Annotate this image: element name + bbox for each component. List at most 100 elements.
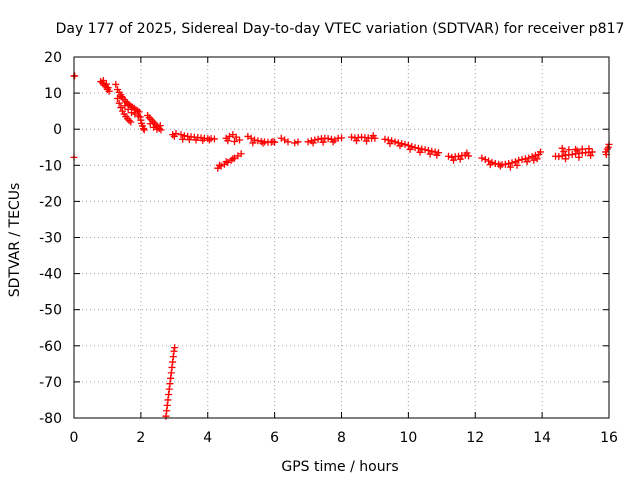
data-point <box>124 105 132 113</box>
data-point <box>117 93 125 101</box>
y-tick-label: -60 <box>39 339 62 355</box>
data-point <box>386 140 394 148</box>
data-point <box>486 161 494 169</box>
data-point <box>137 116 145 124</box>
data-point <box>604 143 612 151</box>
data-point <box>329 138 337 146</box>
data-point <box>102 80 110 88</box>
data-point <box>508 159 516 167</box>
y-tick-label: -70 <box>39 375 62 391</box>
data-point <box>127 118 135 126</box>
data-point <box>588 148 596 156</box>
data-point <box>192 136 200 144</box>
data-point <box>363 137 371 145</box>
data-point <box>231 137 238 145</box>
data-point <box>304 138 312 146</box>
data-point <box>463 149 471 157</box>
data-point <box>294 138 302 146</box>
x-tick-label: 0 <box>70 430 79 446</box>
data-point <box>157 126 165 134</box>
data-point <box>169 353 177 361</box>
data-point <box>170 347 178 355</box>
x-tick-label: 16 <box>600 430 618 446</box>
data-point <box>140 126 148 134</box>
data-point <box>565 146 573 154</box>
data-point <box>533 155 541 163</box>
x-tick-label: 10 <box>399 430 417 446</box>
data-point <box>558 144 566 152</box>
data-point <box>171 344 179 352</box>
data-point <box>112 80 120 88</box>
data-point <box>165 391 173 399</box>
data-point <box>491 159 499 167</box>
data-point <box>511 158 519 166</box>
tick-labels: 0 2 4 6 8 10 12 14 16 20 10 0 -10 -20 -30 -40 -50 -60 -70 -… <box>39 50 618 446</box>
data-point <box>163 407 171 415</box>
data-point <box>585 145 593 153</box>
x-tick-label: 2 <box>136 430 145 446</box>
data-point <box>105 87 113 95</box>
data-point <box>314 135 322 143</box>
data-point <box>136 113 144 121</box>
data-point <box>254 137 262 145</box>
data-point <box>162 412 170 420</box>
data-point <box>523 158 531 166</box>
data-point <box>237 150 245 158</box>
data-point <box>587 152 595 160</box>
data-point <box>168 363 176 371</box>
data-point <box>199 136 207 144</box>
data-point <box>271 138 279 146</box>
data-point <box>416 148 424 156</box>
y-tick-label: 10 <box>44 86 62 102</box>
x-tick-label: 6 <box>270 430 279 446</box>
data-point <box>348 133 356 141</box>
data-point <box>411 144 419 152</box>
data-point <box>572 145 580 153</box>
data-point <box>146 120 154 128</box>
data-point <box>269 137 277 145</box>
y-axis-label: SDTVAR / TECUs <box>7 183 23 298</box>
data-point <box>324 135 332 143</box>
data-point <box>319 138 327 146</box>
data-point <box>236 136 244 144</box>
data-point <box>163 401 171 409</box>
data-point <box>205 136 213 144</box>
data-point <box>445 152 452 160</box>
data-point <box>128 109 136 117</box>
data-point <box>501 160 509 168</box>
data-point <box>528 153 536 161</box>
data-point <box>121 102 129 110</box>
data-point <box>125 117 133 125</box>
data-point <box>167 374 175 382</box>
data-point <box>384 136 392 144</box>
data-point <box>505 159 513 167</box>
data-points <box>70 72 613 420</box>
data-point <box>401 140 409 148</box>
data-point <box>396 142 404 150</box>
data-point <box>210 135 218 143</box>
data-point <box>135 108 143 116</box>
data-point <box>433 151 441 159</box>
gridlines <box>74 57 609 418</box>
data-point <box>165 385 173 393</box>
data-point <box>404 141 412 149</box>
data-point <box>169 358 177 366</box>
data-point <box>481 156 489 164</box>
data-point <box>530 156 538 164</box>
y-tick-label: 0 <box>53 122 62 138</box>
y-tick-label: -10 <box>39 158 62 174</box>
data-point <box>573 147 581 155</box>
data-point <box>166 380 174 388</box>
data-point <box>560 148 568 156</box>
x-tick-label: 8 <box>337 430 346 446</box>
data-point <box>179 135 187 143</box>
data-point <box>575 153 583 161</box>
data-point <box>153 125 161 133</box>
x-tick-label: 12 <box>466 430 484 446</box>
data-point <box>513 161 521 169</box>
data-point <box>177 131 185 139</box>
data-point <box>167 369 175 377</box>
data-point <box>224 137 232 145</box>
data-point <box>525 154 533 162</box>
y-tick-label: -40 <box>39 267 62 283</box>
